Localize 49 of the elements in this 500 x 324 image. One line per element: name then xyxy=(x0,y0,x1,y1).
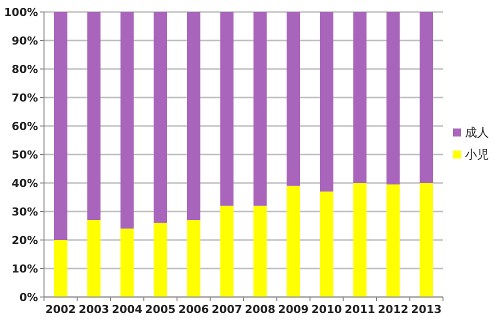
x-tick-label: 2008 xyxy=(244,303,276,316)
bar xyxy=(220,12,234,206)
bar xyxy=(320,192,334,297)
x-tick-label: 2004 xyxy=(112,303,143,316)
bar xyxy=(54,240,68,297)
bar xyxy=(286,12,300,186)
x-tick-label: 2011 xyxy=(344,303,376,316)
y-tick-label: 80% xyxy=(12,62,38,76)
bar xyxy=(186,220,200,297)
y-tick-label: 20% xyxy=(12,234,38,247)
bar xyxy=(87,12,101,220)
x-tick-label: 2006 xyxy=(178,303,210,316)
x-tick-label: 2007 xyxy=(212,303,242,316)
y-tick-label: 50% xyxy=(12,148,38,162)
legend-label: 小児 xyxy=(465,148,489,162)
bar xyxy=(253,206,267,297)
x-tick-label: 2005 xyxy=(145,303,176,316)
x-tick-label: 2010 xyxy=(311,303,342,316)
bar xyxy=(420,183,434,297)
legend-label: 成人 xyxy=(465,126,489,140)
y-tick-label: 30% xyxy=(12,205,38,218)
bar xyxy=(154,222,168,297)
y-tick-label: 60% xyxy=(12,120,38,133)
bar xyxy=(386,184,400,297)
bar xyxy=(320,12,334,192)
x-tick-label: 2012 xyxy=(378,303,408,316)
y-tick-label: 0% xyxy=(19,290,38,304)
y-tick-label: 70% xyxy=(12,91,38,104)
y-tick-label: 90% xyxy=(12,34,38,48)
bar xyxy=(120,12,134,229)
y-tick-label: 40% xyxy=(12,176,38,190)
bar xyxy=(253,12,267,206)
bar xyxy=(286,186,300,297)
x-tick-label: 2013 xyxy=(411,303,442,316)
x-tick-label: 2003 xyxy=(78,303,110,316)
bar xyxy=(420,12,434,183)
y-tick-label: 10% xyxy=(12,262,38,276)
bar xyxy=(353,183,367,297)
bar xyxy=(154,12,168,223)
x-tick-label: 2009 xyxy=(278,303,309,316)
bar xyxy=(353,12,367,183)
bar xyxy=(120,228,134,297)
x-tick-label: 2002 xyxy=(45,303,76,316)
bar xyxy=(186,12,200,220)
bar xyxy=(54,12,68,240)
bar xyxy=(386,12,400,184)
bar xyxy=(87,220,101,297)
y-tick-label: 100% xyxy=(4,6,38,19)
bar xyxy=(220,206,234,297)
